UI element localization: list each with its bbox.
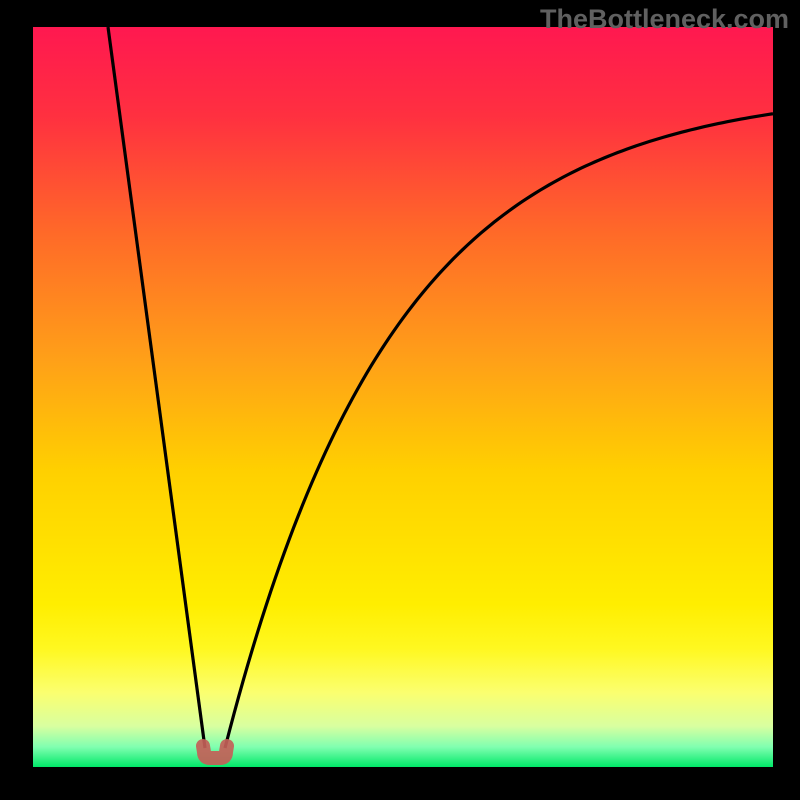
minimum-marker [203,746,227,758]
chart-container: TheBottleneck.com [0,0,800,800]
curve-layer [33,27,773,767]
left-curve [108,27,205,748]
plot-area [33,27,773,767]
right-curve [225,114,773,748]
watermark-text: TheBottleneck.com [540,4,789,35]
